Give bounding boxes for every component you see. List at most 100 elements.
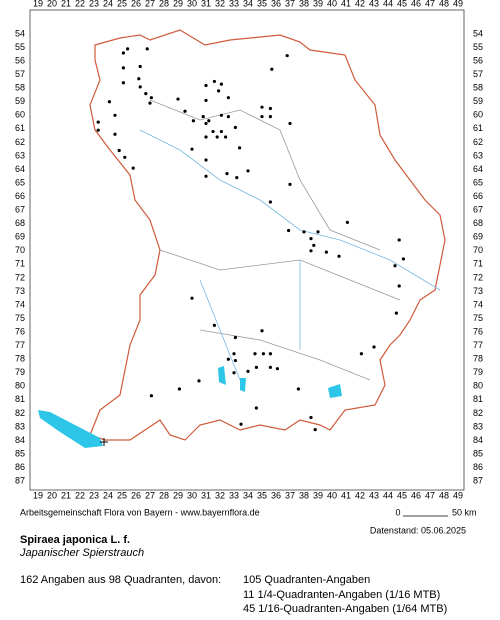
y-grid-label: 68	[15, 218, 25, 228]
record-dot	[219, 113, 223, 117]
y-grid-label: 85	[473, 448, 483, 458]
x-grid-label: 20	[47, 0, 57, 8]
x-grid-label: 48	[439, 0, 449, 8]
record-dot	[337, 254, 341, 258]
record-dot	[288, 121, 292, 126]
y-grid-label: 77	[473, 340, 483, 350]
x-grid-label: 23	[89, 490, 99, 500]
record-dot	[149, 394, 153, 398]
y-grid-label: 72	[15, 272, 25, 282]
y-grid-label: 57	[473, 69, 483, 79]
record-dot	[219, 82, 223, 86]
x-grid-label: 21	[61, 490, 71, 500]
x-grid-label: 28	[159, 490, 169, 500]
y-grid-label: 70	[473, 245, 483, 255]
y-grid-label: 83	[473, 421, 483, 431]
y-grid-label: 58	[473, 83, 483, 93]
y-grid-label: 66	[15, 191, 25, 201]
record-dot	[397, 284, 401, 288]
y-grid-label: 76	[473, 326, 483, 336]
y-grid-label: 82	[15, 408, 25, 418]
x-grid-label: 39	[313, 490, 323, 500]
record-dot	[316, 230, 320, 234]
x-grid-label: 25	[117, 490, 127, 500]
scale-start: 0	[395, 507, 400, 517]
scale-end: 50 km	[452, 507, 477, 517]
y-grid-label: 58	[15, 83, 25, 93]
y-grid-label: 63	[15, 150, 25, 160]
y-grid-label: 55	[15, 42, 25, 52]
record-dot	[113, 132, 117, 136]
x-grid-label: 19	[33, 0, 43, 8]
lake-constance	[38, 410, 103, 448]
y-grid-label: 69	[15, 232, 25, 242]
record-dot	[302, 230, 306, 234]
x-grid-label: 20	[47, 490, 57, 500]
record-dot	[204, 98, 208, 102]
record-dot	[401, 257, 405, 261]
x-grid-label: 37	[285, 0, 295, 8]
x-grid-label: 28	[159, 0, 169, 8]
record-dot	[233, 335, 237, 340]
x-grid-label: 21	[61, 0, 71, 8]
record-dot	[296, 387, 300, 391]
x-grid-label: 29	[173, 490, 183, 500]
y-grid-label: 56	[15, 55, 25, 65]
record-dot	[204, 174, 208, 178]
y-grid-label: 64	[15, 164, 25, 174]
y-grid-label: 76	[15, 326, 25, 336]
record-dot	[176, 97, 180, 101]
x-grid-label: 27	[145, 490, 155, 500]
record-dot	[177, 387, 181, 391]
y-grid-label: 61	[15, 123, 25, 133]
y-grid-label: 61	[473, 123, 483, 133]
y-grid-label: 54	[473, 28, 483, 38]
record-dot	[345, 220, 349, 224]
y-grid-label: 73	[473, 286, 483, 296]
date: Datenstand: 05.06.2025	[370, 525, 466, 535]
x-grid-label: 23	[89, 0, 99, 8]
record-dot	[226, 96, 230, 100]
y-grid-label: 65	[15, 177, 25, 187]
x-grid-label: 49	[453, 0, 463, 8]
record-dot	[183, 109, 187, 113]
record-dot	[393, 264, 397, 268]
x-grid-label: 46	[411, 490, 421, 500]
record-dot	[309, 237, 313, 241]
x-grid-label: 36	[271, 490, 281, 500]
record-dot	[309, 415, 313, 420]
y-grid-label: 80	[15, 381, 25, 391]
x-grid-label: 26	[131, 490, 141, 500]
x-grid-label: 30	[187, 0, 197, 8]
record-dot	[232, 352, 236, 356]
x-grid-label: 47	[425, 490, 435, 500]
record-dot	[268, 106, 272, 111]
y-grid-label: 75	[473, 313, 483, 323]
record-dot	[190, 296, 194, 300]
x-grid-label: 45	[397, 490, 407, 500]
record-dot	[288, 182, 292, 187]
y-grid-label: 80	[473, 381, 483, 391]
x-grid-label: 42	[355, 490, 365, 500]
record-dot	[287, 228, 291, 233]
record-dot	[268, 115, 272, 119]
y-grid-label: 79	[15, 367, 25, 377]
x-grid-label: 43	[369, 490, 379, 500]
record-dot	[239, 422, 243, 426]
record-dot	[217, 89, 221, 93]
record-dot	[149, 96, 153, 100]
x-grid-label: 48	[439, 490, 449, 500]
x-grid-label: 43	[369, 0, 379, 8]
x-grid-label: 24	[103, 0, 113, 8]
x-grid-label: 38	[299, 0, 309, 8]
record-dot	[359, 352, 363, 356]
y-grid-label: 79	[473, 367, 483, 377]
x-grid-label: 45	[397, 0, 407, 8]
x-grid-label: 27	[145, 0, 155, 8]
x-grid-label: 25	[117, 0, 127, 8]
x-grid-label: 35	[257, 490, 267, 500]
y-grid-label: 62	[15, 137, 25, 147]
map-frame	[29, 9, 465, 491]
x-grid-label: 42	[355, 0, 365, 8]
